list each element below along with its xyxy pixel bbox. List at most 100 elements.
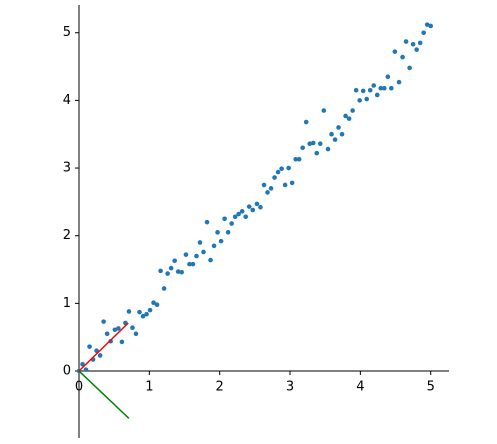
point (385, 74, 391, 80)
x-tick-label: 0 (75, 380, 83, 395)
point (211, 243, 217, 249)
point (403, 39, 409, 44)
point (201, 249, 206, 255)
point (414, 47, 419, 52)
point (254, 201, 260, 207)
point (194, 253, 199, 259)
point (126, 309, 132, 314)
point (137, 309, 142, 315)
point (239, 209, 245, 214)
point (410, 41, 416, 47)
point (307, 141, 313, 146)
point (329, 131, 334, 137)
point (428, 23, 434, 29)
point (286, 165, 291, 171)
point (83, 367, 89, 372)
y-tick-label: 5 (63, 25, 71, 40)
point (367, 87, 373, 93)
point (104, 331, 110, 337)
x-tick-label: 3 (286, 380, 294, 395)
point (268, 186, 274, 191)
y-tick-label: 2 (63, 228, 71, 243)
point (350, 108, 355, 113)
point (258, 204, 263, 210)
point (353, 87, 359, 93)
point (424, 22, 430, 27)
point (175, 269, 181, 274)
point (357, 98, 362, 103)
point (243, 214, 249, 220)
point (343, 113, 348, 119)
point (300, 145, 305, 151)
point (97, 353, 103, 358)
point (336, 125, 341, 130)
point (279, 166, 284, 172)
point (183, 252, 189, 257)
vector-line (78, 322, 129, 372)
point (236, 211, 241, 217)
point (119, 339, 125, 345)
x-tick-label: 2 (216, 380, 224, 395)
y-tick-label: 3 (63, 161, 71, 176)
point (400, 54, 405, 60)
point (165, 271, 170, 276)
point (321, 108, 327, 113)
point (360, 88, 366, 94)
point (80, 361, 85, 367)
point (289, 180, 295, 186)
y-tick-label: 0 (63, 364, 71, 379)
point (296, 156, 302, 162)
x-tick-label: 4 (356, 380, 364, 395)
point (133, 331, 139, 337)
vector-line (78, 370, 130, 419)
point (407, 65, 412, 71)
point (314, 150, 320, 156)
point (225, 230, 231, 235)
point (396, 79, 402, 85)
point (232, 214, 238, 220)
point (204, 219, 210, 225)
point (325, 146, 331, 152)
point (303, 119, 309, 125)
point (346, 116, 352, 121)
point (218, 238, 224, 244)
point (140, 313, 146, 319)
point (215, 230, 220, 235)
point (261, 182, 267, 188)
y-tick-label: 1 (63, 296, 71, 311)
point (208, 257, 213, 263)
point (151, 300, 156, 305)
point (265, 190, 270, 195)
point (317, 141, 323, 146)
point (381, 85, 387, 91)
point (282, 182, 288, 188)
point (374, 92, 380, 98)
point (332, 137, 338, 142)
point (272, 175, 277, 180)
point (421, 30, 426, 36)
point (147, 307, 153, 313)
point (222, 216, 227, 222)
point (179, 269, 184, 275)
x-tick-label: 5 (427, 380, 435, 395)
point (144, 311, 149, 317)
point (87, 344, 92, 349)
point (197, 240, 203, 245)
point (172, 258, 177, 264)
y-tick-label: 4 (63, 93, 71, 108)
point (250, 207, 256, 213)
point (101, 319, 106, 324)
point (158, 268, 163, 274)
point (229, 221, 234, 226)
point (275, 169, 281, 175)
point (130, 325, 135, 331)
x-tick-label: 1 (145, 380, 153, 395)
point (310, 140, 316, 146)
point (293, 156, 298, 162)
point (246, 204, 252, 209)
point (389, 85, 394, 91)
point (187, 261, 192, 267)
point (154, 302, 160, 308)
point (168, 265, 174, 271)
